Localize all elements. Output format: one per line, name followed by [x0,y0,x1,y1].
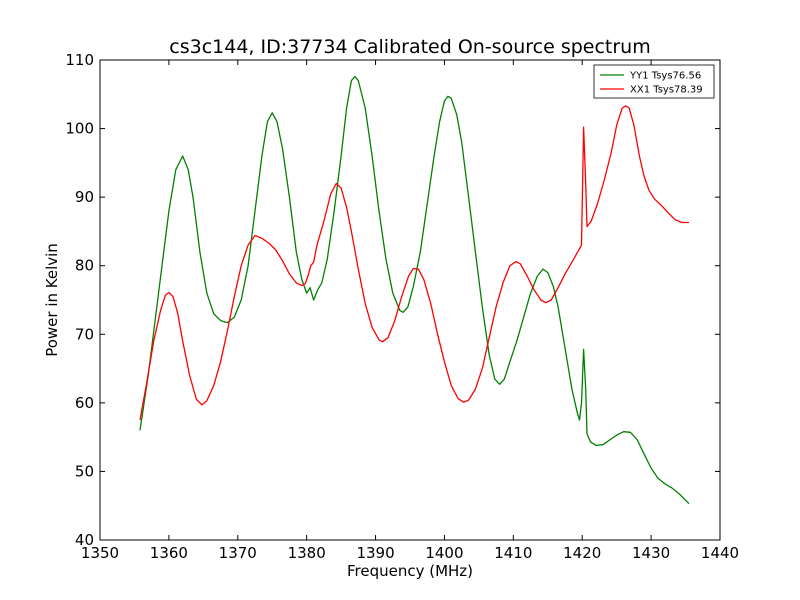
legend-label-yy1: YY1 Tsys76.56 [629,71,701,82]
y-tick-label: 50 [75,462,94,480]
plot-frame [99,59,721,541]
legend-box [593,64,715,99]
legend-label-xx1: XX1 Tsys78.39 [630,85,703,96]
x-tick-label: 1360 [150,544,188,562]
y-tick-label: 100 [65,120,94,138]
x-axis-label: Frequency (MHz) [347,562,473,580]
y-axis: 40 50 60 70 80 90 100 110 [65,51,720,549]
x-tick-label: 1440 [701,544,739,562]
x-tick-label: 1390 [356,544,394,562]
x-tick-label: 1350 [81,544,119,562]
series-line-xx1 [139,105,689,421]
y-tick-label: 90 [75,188,94,206]
y-tick-label: 60 [75,394,94,412]
y-tick-label: 80 [75,257,94,275]
x-tick-label: 1420 [563,544,601,562]
x-tick-label: 1430 [632,544,670,562]
series-line-yy1 [139,75,690,505]
x-tick-label: 1380 [288,544,326,562]
y-tick-label: 110 [65,51,94,69]
y-tick-label: 70 [75,325,94,343]
y-tick-label: 40 [75,531,94,549]
x-tick-label: 1370 [219,544,257,562]
x-tick-label: 1410 [494,544,532,562]
series-layer [139,75,690,505]
chart-title: cs3c144, ID:37734 Calibrated On-source s… [169,36,650,58]
x-tick-label: 1400 [425,544,463,562]
legend: YY1 Tsys76.56 XX1 Tsys78.39 [593,64,715,99]
y-axis-label: Power in Kelvin [43,243,61,357]
x-axis: 1350 1360 1370 1380 1390 1400 1410 1420 1430 1440 [81,60,739,562]
